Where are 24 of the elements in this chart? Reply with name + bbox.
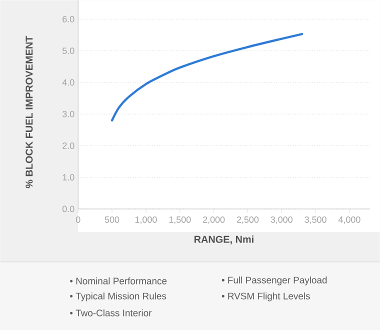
x-tick-label: 1,000 (135, 216, 157, 224)
y-tick-label: 6.0 (62, 16, 74, 22)
x-tick-label: 3,500 (304, 216, 326, 224)
x-tick-label: 1,500 (169, 216, 191, 224)
x-tick-label: 2,000 (203, 216, 225, 224)
text: • Full Passenger Payload (222, 276, 327, 286)
y-tick-label: 2.0 (62, 142, 74, 149)
x-tick-label: 0 (76, 216, 80, 223)
text: • Two-Class Interior (70, 309, 152, 316)
x-tick-label: 500 (104, 216, 120, 223)
text: • Nominal Performance (70, 278, 167, 284)
y-tick-label: 3.0 (62, 110, 74, 118)
y-tick-label: 0.0 (62, 206, 74, 212)
y-tick-label: 1.0 (62, 174, 74, 181)
y-tick-label: 4.0 (62, 79, 74, 86)
x-tick-label: 3,000 (270, 216, 292, 224)
x-tick-label: 4,000 (338, 216, 360, 224)
line-series (110, 33, 304, 122)
text: • RVSM Flight Levels (222, 292, 310, 302)
y-axis-title: % BLOCK FUEL IMPROVEMENT (26, 36, 33, 188)
y-tick-label: 5.0 (62, 48, 74, 54)
text: • Typical Mission Rules (70, 292, 166, 302)
x-axis-title: RANGE, Nmi (194, 236, 254, 244)
x-tick-label: 2,500 (236, 216, 259, 224)
